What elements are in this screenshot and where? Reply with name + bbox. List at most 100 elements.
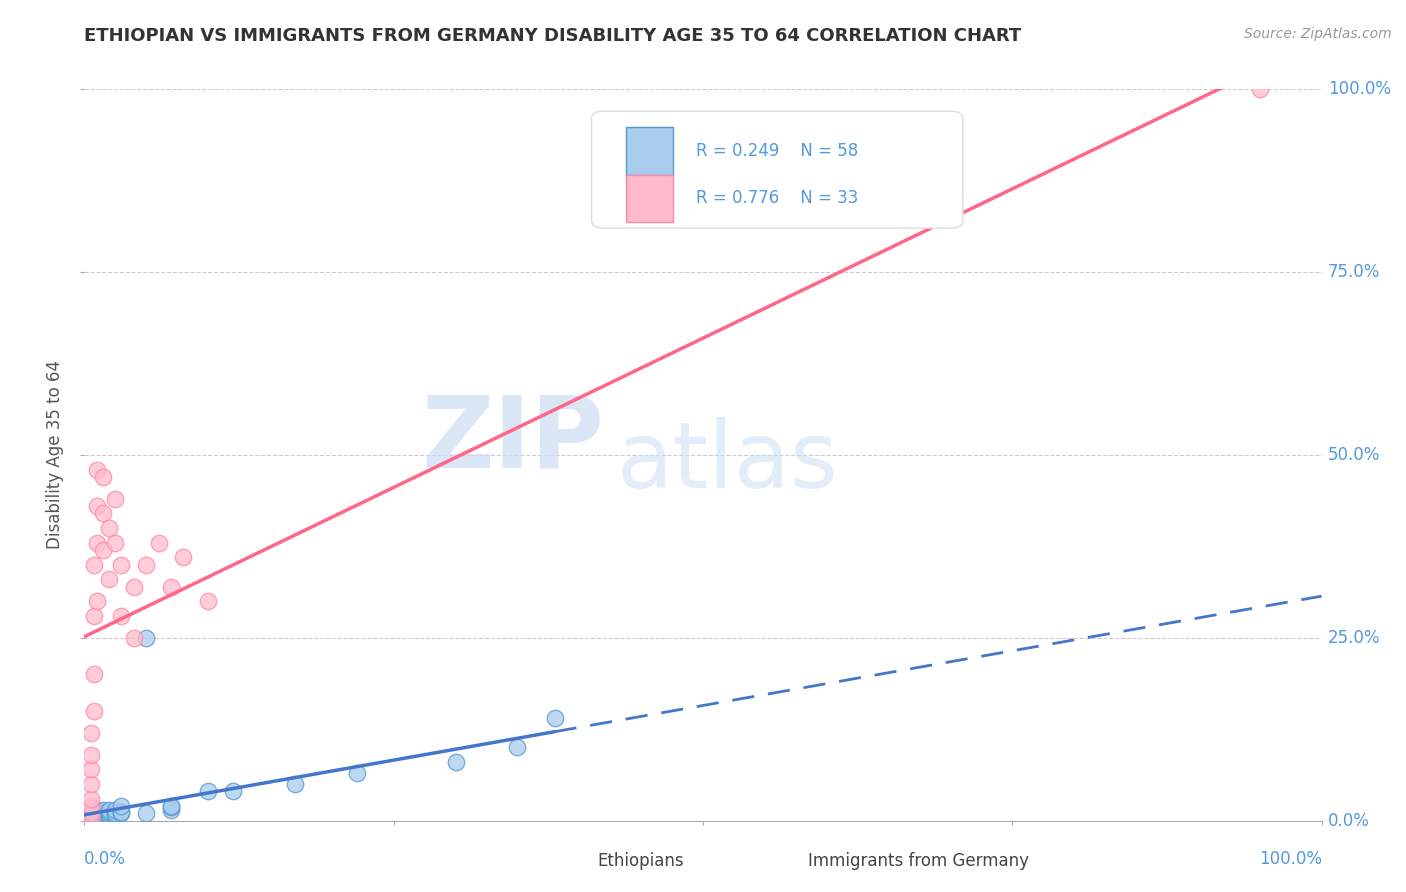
Point bbox=[83, 558, 105, 572]
Point bbox=[79, 810, 101, 824]
Point bbox=[98, 521, 121, 535]
Text: 25.0%: 25.0% bbox=[1327, 629, 1381, 647]
Point bbox=[91, 470, 114, 484]
Point bbox=[91, 808, 114, 822]
Text: Source: ZipAtlas.com: Source: ZipAtlas.com bbox=[1244, 27, 1392, 41]
Point bbox=[98, 803, 121, 817]
Text: 100.0%: 100.0% bbox=[1258, 850, 1322, 868]
Point bbox=[110, 608, 132, 623]
Point bbox=[83, 808, 105, 822]
Point bbox=[83, 806, 105, 821]
Text: 0.0%: 0.0% bbox=[84, 850, 127, 868]
Point bbox=[86, 806, 108, 821]
FancyBboxPatch shape bbox=[626, 128, 673, 175]
Point bbox=[86, 462, 108, 476]
Text: ETHIOPIAN VS IMMIGRANTS FROM GERMANY DISABILITY AGE 35 TO 64 CORRELATION CHART: ETHIOPIAN VS IMMIGRANTS FROM GERMANY DIS… bbox=[84, 27, 1022, 45]
Point bbox=[346, 766, 368, 780]
Point bbox=[86, 810, 108, 824]
Point bbox=[444, 755, 467, 769]
Point bbox=[83, 807, 105, 822]
Point bbox=[83, 810, 105, 824]
Point bbox=[98, 808, 121, 822]
Point bbox=[91, 543, 114, 558]
Point bbox=[506, 740, 529, 755]
Point bbox=[91, 805, 114, 819]
Point bbox=[98, 806, 121, 821]
FancyBboxPatch shape bbox=[752, 847, 801, 881]
Point bbox=[110, 558, 132, 572]
Point bbox=[83, 608, 105, 623]
Point bbox=[135, 806, 157, 821]
Point bbox=[104, 803, 127, 817]
FancyBboxPatch shape bbox=[543, 847, 592, 881]
Point bbox=[79, 763, 101, 777]
Point bbox=[284, 777, 307, 791]
Point bbox=[98, 807, 121, 822]
Point bbox=[104, 807, 127, 822]
Text: R = 0.776    N = 33: R = 0.776 N = 33 bbox=[696, 189, 858, 207]
FancyBboxPatch shape bbox=[626, 175, 673, 222]
Point bbox=[160, 803, 183, 817]
Point bbox=[172, 550, 194, 565]
Point bbox=[86, 807, 108, 822]
Point bbox=[160, 580, 183, 594]
Point bbox=[79, 806, 101, 821]
Point bbox=[91, 803, 114, 817]
Point bbox=[197, 594, 219, 608]
Point bbox=[79, 806, 101, 821]
Point bbox=[83, 810, 105, 824]
Point bbox=[91, 507, 114, 521]
Point bbox=[91, 807, 114, 822]
Point bbox=[197, 784, 219, 798]
Point bbox=[79, 810, 101, 824]
Point bbox=[79, 810, 101, 824]
Text: R = 0.249    N = 58: R = 0.249 N = 58 bbox=[696, 142, 858, 161]
Text: 50.0%: 50.0% bbox=[1327, 446, 1381, 464]
Point bbox=[83, 808, 105, 822]
Point bbox=[79, 799, 101, 814]
Point bbox=[86, 535, 108, 549]
Text: 0.0%: 0.0% bbox=[1327, 812, 1369, 830]
Text: atlas: atlas bbox=[616, 417, 838, 508]
Point bbox=[86, 805, 108, 819]
Point bbox=[98, 572, 121, 586]
Point bbox=[1249, 82, 1271, 96]
Point bbox=[148, 535, 170, 549]
Point bbox=[160, 800, 183, 814]
Point bbox=[83, 667, 105, 681]
Point bbox=[79, 810, 101, 824]
Text: 100.0%: 100.0% bbox=[1327, 80, 1391, 98]
Point bbox=[86, 808, 108, 822]
Text: 75.0%: 75.0% bbox=[1327, 263, 1381, 281]
Point bbox=[122, 580, 145, 594]
Point bbox=[79, 808, 101, 822]
Point bbox=[79, 810, 101, 824]
Point bbox=[110, 799, 132, 814]
Point bbox=[79, 791, 101, 805]
Point bbox=[110, 805, 132, 819]
Y-axis label: Disability Age 35 to 64: Disability Age 35 to 64 bbox=[46, 360, 65, 549]
Point bbox=[222, 784, 245, 798]
Point bbox=[79, 808, 101, 822]
Text: Ethiopians: Ethiopians bbox=[598, 852, 685, 870]
Point bbox=[122, 631, 145, 645]
Point bbox=[91, 810, 114, 824]
Point bbox=[79, 808, 101, 822]
Point bbox=[83, 805, 105, 819]
Point bbox=[160, 799, 183, 814]
Point bbox=[86, 499, 108, 513]
Point bbox=[79, 777, 101, 791]
Point bbox=[543, 711, 565, 725]
Text: Immigrants from Germany: Immigrants from Germany bbox=[808, 852, 1029, 870]
Point bbox=[79, 747, 101, 762]
Point bbox=[135, 631, 157, 645]
Point bbox=[135, 558, 157, 572]
Point bbox=[86, 803, 108, 817]
Point bbox=[104, 491, 127, 506]
Point bbox=[91, 806, 114, 821]
Point bbox=[86, 810, 108, 824]
Point bbox=[98, 805, 121, 819]
Point bbox=[86, 807, 108, 822]
Point bbox=[79, 726, 101, 740]
Point bbox=[86, 594, 108, 608]
